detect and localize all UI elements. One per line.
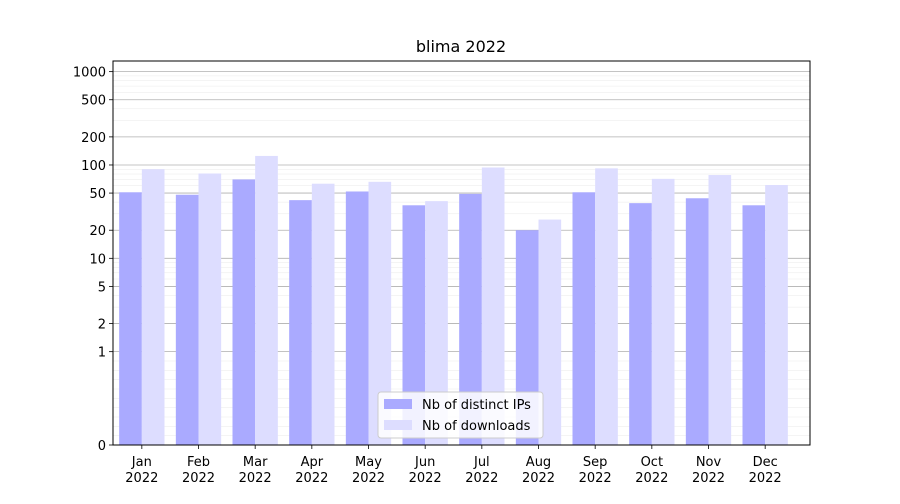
legend-swatch	[384, 420, 412, 430]
x-tick-label: Aug 2022	[522, 455, 555, 486]
x-tick-label: May 2022	[352, 455, 385, 486]
bar-distinct-ips	[345, 191, 369, 445]
y-tick-label: 5	[98, 280, 106, 295]
chart-title: blima 2022	[416, 37, 506, 56]
y-tick-label: 50	[89, 187, 106, 202]
x-tick-label: Jun 2022	[409, 455, 442, 486]
bar-downloads	[708, 175, 732, 445]
legend-swatch	[384, 399, 412, 409]
y-tick-label: 500	[81, 94, 106, 109]
x-tick-label: Mar 2022	[239, 455, 272, 486]
bar-distinct-ips	[685, 198, 709, 445]
bar-distinct-ips	[459, 193, 482, 445]
legend-label: Nb of downloads	[422, 419, 531, 434]
bar-downloads	[425, 201, 448, 445]
bar-downloads	[651, 178, 675, 445]
x-tick-label: Jul 2022	[465, 455, 498, 486]
bar-distinct-ips	[572, 192, 596, 445]
legend-label: Nb of distinct IPs	[422, 398, 531, 413]
bar-distinct-ips	[289, 200, 312, 445]
bar-layer	[119, 155, 788, 446]
axis-layer: Jan 2022 Feb 2022 Mar 2022 Apr 2022 May 2022 Jun 20…	[73, 60, 811, 486]
bar-downloads	[481, 167, 505, 445]
x-tick-label: Feb 2022	[182, 455, 215, 486]
bar-distinct-ips	[742, 205, 766, 445]
bar-distinct-ips	[402, 205, 426, 445]
bar-downloads	[255, 155, 278, 445]
y-tick-label: 200	[81, 131, 106, 146]
bar-distinct-ips	[515, 230, 539, 445]
x-tick-label: Jan 2022	[125, 455, 158, 486]
bar-downloads	[141, 169, 165, 446]
bar-downloads	[198, 173, 222, 446]
bar-downloads	[368, 181, 392, 445]
y-tick-label: 20	[89, 224, 106, 239]
bar-downloads	[595, 168, 618, 445]
x-tick-label: Oct 2022	[635, 455, 668, 486]
bar-distinct-ips	[232, 179, 256, 445]
bar-distinct-ips	[119, 192, 142, 445]
x-tick-label: Apr 2022	[295, 455, 328, 486]
y-tick-label: 0	[98, 439, 106, 454]
bar-downloads	[538, 219, 562, 445]
y-tick-label: 1	[98, 346, 106, 361]
legend-box	[377, 391, 544, 439]
bar-distinct-ips	[629, 203, 652, 445]
bar-downloads	[311, 183, 335, 445]
x-tick-label: Dec 2022	[749, 455, 782, 486]
legend: Nb of distinct IPs Nb of downloads	[377, 391, 544, 439]
y-tick-label: 10	[89, 252, 106, 267]
x-tick-label: Sep 2022	[579, 455, 612, 486]
x-tick-label: Nov 2022	[692, 455, 725, 486]
y-tick-label: 2	[98, 318, 106, 333]
bar-distinct-ips	[175, 194, 199, 445]
plot-frame	[112, 60, 811, 446]
bar-downloads	[765, 185, 788, 445]
y-tick-label: 100	[81, 159, 106, 174]
y-tick-label: 1000	[73, 66, 106, 81]
